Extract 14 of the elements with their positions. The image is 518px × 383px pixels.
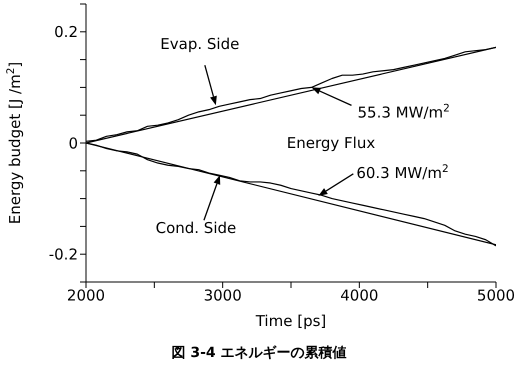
annotation: 55.3 MW/m$^{2}$	[358, 102, 450, 122]
x-tick-label: 3000	[204, 286, 242, 305]
y-tick-label: 0.2	[54, 23, 78, 42]
annotation: Energy Flux	[286, 134, 376, 152]
annotation: Evap. Side	[160, 35, 240, 54]
annotation: 60.3 MW/m$^{2}$	[356, 162, 449, 182]
x-axis-title: Time [ps]	[254, 312, 326, 330]
x-tick-label: 5000	[476, 286, 516, 305]
x-tick-label: 2000	[66, 286, 106, 305]
y-tick-label: -0.2	[48, 246, 78, 264]
x-tick-label: 4000	[340, 286, 378, 305]
caption: 図 3-4 エネルギーの累積値	[170, 344, 348, 362]
y-tick-label: 0	[68, 134, 78, 152]
annotation: Cond. Side	[156, 219, 236, 238]
